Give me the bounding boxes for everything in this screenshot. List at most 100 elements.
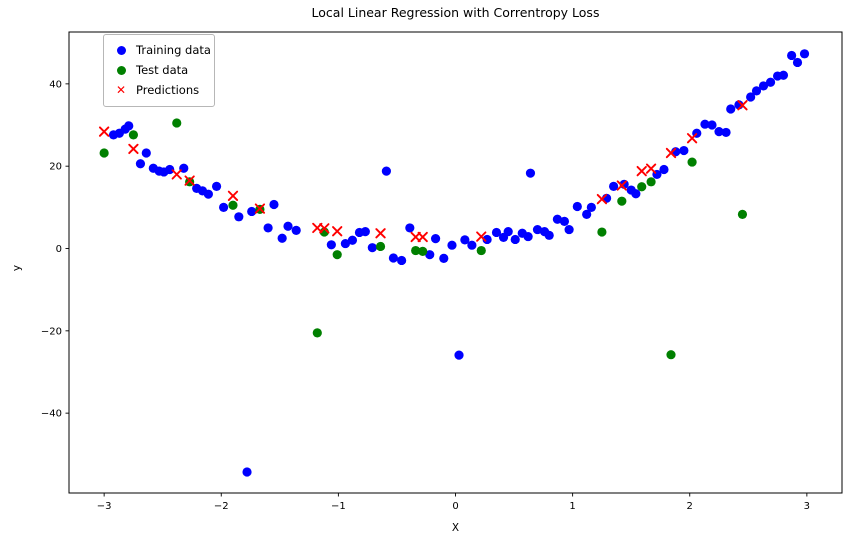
scatter-point-predictions xyxy=(254,203,266,214)
legend: Training data Test data ✕ Predictions xyxy=(103,34,215,107)
scatter-point-training-data xyxy=(778,70,789,80)
scatter-point-test-data xyxy=(617,196,627,206)
scatter-point-training-data xyxy=(135,159,146,169)
chart-title: Local Linear Regression with Correntropy… xyxy=(311,5,600,20)
scatter-point-test-data xyxy=(312,328,322,338)
scatter-point-training-data xyxy=(242,467,252,477)
training-data-dot-icon xyxy=(116,45,126,55)
scatter-point-predictions xyxy=(128,143,139,155)
scatter-point-predictions xyxy=(645,163,657,174)
scatter-point-training-data xyxy=(564,224,574,235)
scatter-point-training-data xyxy=(234,212,244,222)
scatter-point-predictions xyxy=(227,190,239,201)
scatter-point-training-data xyxy=(525,168,536,178)
scatter-point-predictions xyxy=(686,133,698,144)
scatter-point-training-data xyxy=(751,86,762,96)
scatter-point-test-data xyxy=(128,130,139,140)
scatter-point-training-data xyxy=(291,225,301,235)
y-tick-label: −20 xyxy=(41,326,62,337)
scatter-point-test-data xyxy=(411,245,421,256)
scatter-point-test-data xyxy=(375,241,386,252)
scatter-point-training-data xyxy=(544,230,554,240)
scatter-point-test-data xyxy=(687,157,697,167)
scatter-point-test-data xyxy=(597,227,607,237)
x-axis-label: X xyxy=(451,522,460,534)
scatter-point-training-data xyxy=(758,81,769,91)
scatter-point-training-data xyxy=(679,145,689,156)
scatter-point-training-data xyxy=(746,92,756,102)
legend-label-predictions: Predictions xyxy=(136,83,200,97)
scatter-point-training-data xyxy=(765,77,776,87)
scatter-point-training-data xyxy=(700,119,710,129)
scatter-point-training-data xyxy=(263,223,273,233)
scatter-point-training-data xyxy=(460,235,470,245)
scatter-point-training-data xyxy=(340,238,351,249)
scatter-point-training-data xyxy=(211,181,222,191)
scatter-point-training-data xyxy=(609,181,619,191)
scatter-point-predictions xyxy=(98,126,110,137)
scatter-point-training-data xyxy=(439,253,449,263)
scatter-point-predictions xyxy=(616,180,627,191)
scatter-point-training-data xyxy=(707,120,717,130)
scatter-point-training-data xyxy=(552,214,562,224)
scatter-point-predictions xyxy=(596,193,608,205)
scatter-point-predictions xyxy=(375,228,386,239)
legend-label-test-data: Test data xyxy=(136,63,189,77)
scatter-point-test-data xyxy=(228,200,238,210)
scatter-point-training-data xyxy=(659,164,669,175)
x-tick-label: 1 xyxy=(569,501,575,512)
scatter-point-training-data xyxy=(367,243,377,253)
x-tick-label: −1 xyxy=(331,501,346,512)
x-tick-label: 0 xyxy=(452,501,458,512)
scatter-point-predictions xyxy=(184,175,195,186)
scatter-point-training-data xyxy=(425,250,435,260)
scatter-point-predictions xyxy=(737,100,748,111)
scatter-point-training-data xyxy=(631,189,641,199)
y-tick-label: 0 xyxy=(56,244,62,255)
scatter-point-predictions xyxy=(665,147,677,159)
scatter-point-test-data xyxy=(476,245,486,256)
scatter-point-test-data xyxy=(666,350,676,360)
scatter-point-training-data xyxy=(277,233,287,243)
scatter-point-training-data xyxy=(482,234,492,245)
scatter-point-training-data xyxy=(714,127,724,137)
scatter-point-test-data xyxy=(737,209,748,219)
scatter-point-training-data xyxy=(397,255,407,266)
scatter-point-training-data xyxy=(165,164,175,175)
scatter-point-test-data xyxy=(418,246,428,256)
scatter-point-training-data xyxy=(124,121,134,131)
training-data-marker-icon xyxy=(112,45,130,55)
test-data-dot-icon xyxy=(116,65,126,75)
scatter-point-training-data xyxy=(586,202,596,212)
predictions-x-icon: ✕ xyxy=(115,83,127,97)
x-tick-label: 2 xyxy=(687,501,693,512)
scatter-point-test-data xyxy=(172,118,182,128)
legend-item-predictions: ✕ Predictions xyxy=(112,80,206,100)
scatter-point-training-data xyxy=(523,231,533,242)
scatter-point-training-data xyxy=(792,57,803,68)
scatter-point-test-data xyxy=(637,182,647,192)
scatter-point-training-data xyxy=(405,223,415,233)
y-axis-label: y xyxy=(11,264,23,272)
scatter-point-training-data xyxy=(141,148,151,158)
scatter-point-training-data xyxy=(247,206,257,217)
scatter-point-training-data xyxy=(503,227,513,237)
y-tick-label: −40 xyxy=(41,409,62,420)
predictions-marker-icon: ✕ xyxy=(112,84,130,96)
x-tick-label: −2 xyxy=(214,501,229,512)
scatter-point-training-data xyxy=(430,234,441,244)
scatter-point-training-data xyxy=(559,216,570,226)
scatter-point-training-data xyxy=(799,49,810,59)
scatter-point-training-data xyxy=(381,166,391,176)
scatter-point-predictions xyxy=(319,223,330,234)
scatter-point-predictions xyxy=(417,231,428,243)
scatter-point-training-data xyxy=(582,209,592,219)
scatter-point-training-data xyxy=(347,235,358,245)
scatter-point-predictions xyxy=(476,231,487,242)
scatter-point-training-data xyxy=(360,227,370,237)
scatter-point-training-data xyxy=(491,227,502,238)
scatter-point-training-data xyxy=(326,240,336,250)
scatter-point-predictions xyxy=(171,169,182,180)
